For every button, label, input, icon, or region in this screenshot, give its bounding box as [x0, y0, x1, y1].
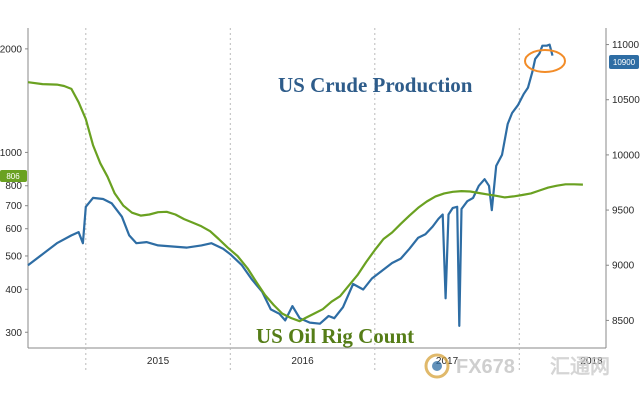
- right-badge-text: 10900: [613, 58, 636, 67]
- left-tick-label: 500: [5, 251, 22, 262]
- left-badge-text: 806: [6, 172, 20, 181]
- series: [27, 43, 583, 327]
- left-tick-label: 300: [5, 328, 22, 339]
- left-tick-label: 1000: [0, 148, 22, 159]
- fx678-watermark: FX678 汇通网: [424, 353, 610, 379]
- left-axis-ticks: 300 400 500 600 700 800 1000 2000: [0, 44, 28, 339]
- left-tick-label: 800: [5, 181, 22, 192]
- left-value-badge: 806: [0, 170, 27, 182]
- right-tick-label: 10000: [612, 150, 640, 161]
- left-tick-label: 400: [5, 285, 22, 296]
- x-tick-label: 2016: [291, 356, 314, 367]
- left-tick-label: 700: [5, 201, 22, 212]
- rig-count-label: US Oil Rig Count: [256, 324, 414, 348]
- right-tick-label: 11000: [612, 40, 640, 51]
- fx678-logo-icon: [424, 353, 450, 379]
- peak-highlight-ellipse: [524, 49, 566, 73]
- right-tick-label: 8500: [612, 316, 635, 327]
- right-axis-ticks: 8500 9000 9500 10000 10500 11000: [606, 40, 640, 327]
- left-tick-label: 2000: [0, 44, 22, 55]
- x-tick-label: 2015: [147, 356, 170, 367]
- right-tick-label: 9500: [612, 206, 635, 217]
- production-label: US Crude Production: [278, 73, 473, 97]
- grid: [85, 28, 520, 370]
- right-tick-label: 9000: [612, 261, 635, 272]
- left-tick-label: 600: [5, 224, 22, 235]
- crude-production-line: [27, 43, 554, 327]
- x-tick-label: 2018: [580, 356, 603, 367]
- watermark-cn-text: 汇通网: [550, 355, 610, 378]
- right-tick-label: 10500: [612, 95, 640, 106]
- watermark-text: FX678: [456, 356, 515, 378]
- right-value-badge: 10900: [609, 55, 639, 69]
- rig-count-line: [27, 81, 583, 323]
- x-axis-year-labels: 2015 2016 2017 2018: [147, 356, 603, 367]
